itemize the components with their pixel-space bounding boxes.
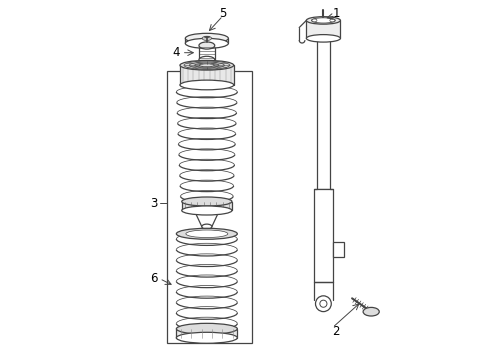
Ellipse shape	[199, 56, 214, 63]
Ellipse shape	[176, 323, 237, 334]
Ellipse shape	[182, 197, 231, 206]
Ellipse shape	[180, 60, 233, 70]
Bar	[313, 189, 333, 282]
Ellipse shape	[185, 230, 227, 238]
Ellipse shape	[306, 35, 340, 42]
Ellipse shape	[185, 39, 228, 48]
Text: 5: 5	[219, 7, 226, 20]
Bar	[180, 65, 233, 85]
Ellipse shape	[315, 296, 330, 312]
Bar	[182, 202, 231, 211]
Ellipse shape	[363, 307, 379, 316]
Text: 4: 4	[172, 46, 180, 59]
Bar	[167, 71, 251, 343]
Ellipse shape	[319, 300, 326, 307]
Text: 6: 6	[150, 272, 158, 285]
Ellipse shape	[202, 224, 211, 229]
Ellipse shape	[176, 228, 237, 239]
Ellipse shape	[199, 42, 214, 49]
Ellipse shape	[202, 36, 211, 41]
Ellipse shape	[185, 33, 228, 43]
Ellipse shape	[180, 80, 233, 90]
Ellipse shape	[182, 206, 231, 215]
Bar	[316, 39, 329, 189]
Ellipse shape	[176, 332, 237, 343]
Text: 1: 1	[331, 7, 339, 20]
Bar	[306, 21, 340, 39]
Bar	[176, 329, 237, 338]
Ellipse shape	[306, 17, 340, 24]
Ellipse shape	[329, 19, 334, 22]
Bar	[333, 242, 344, 257]
Ellipse shape	[311, 19, 316, 22]
Text: 3: 3	[150, 197, 158, 210]
Ellipse shape	[311, 18, 335, 23]
Text: 2: 2	[331, 325, 339, 338]
